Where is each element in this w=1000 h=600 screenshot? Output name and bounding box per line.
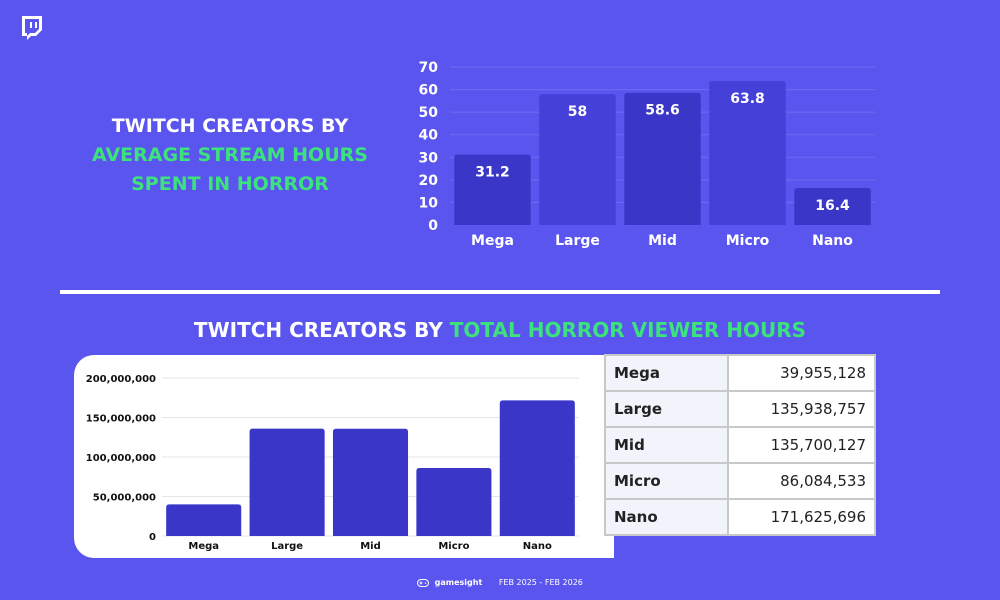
y-tick-label: 200,000,000 [86, 374, 156, 385]
bottom-title-white: TWITCH CREATORS BY [193, 318, 443, 342]
table-cell-name: Micro [604, 462, 729, 500]
y-tick-label: 60 [419, 83, 439, 99]
category-label: Micro [726, 233, 770, 249]
bar-mega [166, 504, 242, 536]
category-label: Micro [438, 541, 469, 552]
category-label: Large [555, 233, 600, 249]
top-title-line2: AVERAGE STREAM HOURS [92, 144, 368, 166]
category-label: Mega [471, 233, 514, 249]
bar-nano [794, 187, 871, 225]
total-viewer-hours-chart: 0 50,000,000 100,000,000 150,000,000 200,000… [86, 374, 579, 552]
bar-mid [624, 92, 701, 225]
table-cell-name: Nano [604, 498, 729, 536]
category-label: Mega [188, 541, 219, 552]
y-tick-label: 0 [428, 218, 438, 234]
top-chart-title: TWITCH CREATORS BY AVERAGE STREAM HOURS … [60, 112, 400, 199]
table-cell-name: Large [604, 390, 729, 428]
table-cell-name: Mid [604, 426, 729, 464]
y-tick-label: 30 [419, 150, 439, 166]
y-tick-label: 100,000,000 [86, 453, 156, 464]
y-tick-label: 10 [419, 195, 439, 211]
footer: gamesight FEB 2025 - FEB 2026 [0, 578, 1000, 587]
y-tick-label: 40 [419, 128, 439, 144]
bar-micro [709, 80, 786, 225]
y-tick-label: 50 [419, 105, 439, 121]
table-row: Mid 135,700,127 [604, 426, 876, 464]
y-tick-label: 150,000,000 [86, 414, 156, 425]
y-tick-label: 70 [419, 60, 439, 76]
category-label: Nano [812, 233, 853, 249]
viewer-hours-chart-panel: 0 50,000,000 100,000,000 150,000,000 200,000… [74, 355, 614, 558]
table-row: Micro 86,084,533 [604, 462, 876, 500]
table-row: Large 135,938,757 [604, 390, 876, 428]
section-divider [60, 290, 940, 294]
gamepad-icon [417, 578, 430, 587]
table-cell-value: 135,700,127 [727, 426, 876, 464]
twitch-logo-icon [22, 16, 42, 40]
data-label: 16.4 [815, 198, 850, 214]
data-label: 31.2 [475, 165, 510, 181]
bar-mid [332, 428, 409, 536]
category-label: Mid [360, 541, 381, 552]
data-label: 63.8 [730, 91, 765, 107]
table-row: Nano 171,625,696 [604, 498, 876, 536]
table-cell-value: 39,955,128 [727, 354, 876, 392]
y-tick-label: 20 [419, 173, 439, 189]
data-label: 58.6 [645, 103, 680, 119]
bottom-chart-title: TWITCH CREATORS BY TOTAL HORROR VIEWER H… [0, 318, 1000, 342]
category-label: Large [271, 541, 303, 552]
bar-large [249, 428, 325, 536]
table-cell-value: 135,938,757 [727, 390, 876, 428]
data-label: 58 [568, 104, 587, 120]
gamesight-brand: gamesight [434, 578, 483, 587]
bar-micro [416, 467, 492, 536]
table-row: Mega 39,955,128 [604, 354, 876, 392]
y-tick-label: 50,000,000 [93, 493, 156, 504]
bottom-title-green: TOTAL HORROR VIEWER HOURS [449, 318, 807, 342]
category-label: Nano [523, 541, 552, 552]
bar-nano [499, 400, 575, 536]
table-cell-value: 86,084,533 [727, 462, 876, 500]
footer-date-range: FEB 2025 - FEB 2026 [498, 578, 583, 587]
y-tick-label: 0 [149, 532, 156, 543]
table-cell-value: 171,625,696 [727, 498, 876, 536]
table-cell-name: Mega [604, 354, 729, 392]
viewer-hours-table: Mega 39,955,128 Large 135,938,757 Mid 135,700… [604, 354, 876, 536]
bar-large [539, 94, 616, 225]
bar-mega [454, 154, 531, 225]
category-label: Mid [648, 233, 677, 249]
average-stream-hours-chart: 0 10 20 30 40 50 60 70 31.2 Mega 58 Large 58.6 Mid 63.… [419, 60, 875, 249]
top-title-line3: SPENT IN HORROR [131, 173, 329, 195]
top-title-line1: TWITCH CREATORS BY [111, 115, 349, 137]
